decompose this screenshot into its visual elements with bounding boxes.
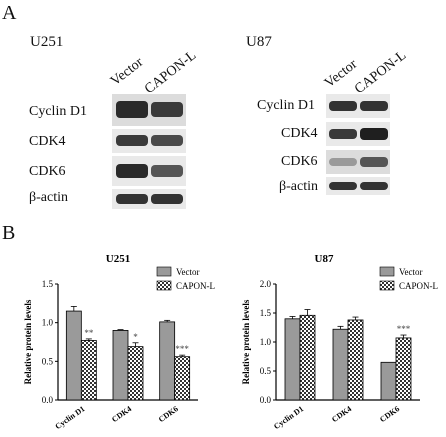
u87-blot-bactin	[326, 177, 390, 195]
band	[329, 158, 357, 166]
significance-label: ***	[397, 324, 411, 334]
significance-label: **	[84, 328, 94, 338]
bar	[127, 346, 144, 401]
chart-title: U87	[315, 253, 334, 265]
legend-label: CAPON-L	[176, 281, 215, 291]
band	[116, 164, 148, 178]
legend-swatch	[379, 280, 395, 291]
y-tick-label: 0.5	[42, 356, 54, 366]
u87-lane-caponl: CAPON-L	[352, 48, 410, 98]
u87-row-cdk4: CDK4	[281, 126, 318, 141]
x-tick-label: Cyclin D1	[53, 404, 86, 431]
y-tick-label: 1.0	[260, 337, 272, 347]
band	[151, 102, 183, 117]
panel-a-label: A	[2, 2, 17, 24]
legend-label: CAPON-L	[399, 281, 438, 291]
band	[116, 135, 148, 146]
x-tick-label: Cyclin D1	[272, 404, 305, 431]
u87-blot-cyclind1	[326, 94, 390, 118]
bar	[65, 310, 82, 401]
legend-swatch	[379, 266, 395, 277]
y-axis-label: Relative protein levels	[241, 299, 251, 384]
x-tick-label: CDK4	[110, 404, 133, 424]
y-tick-label: 0.0	[42, 395, 54, 405]
significance-label: *	[133, 332, 138, 342]
u251-lane-caponl: CAPON-L	[142, 48, 200, 98]
y-tick-label: 0.5	[260, 366, 272, 376]
band	[116, 194, 148, 204]
u87-row-cyclind1: Cyclin D1	[257, 98, 315, 113]
band	[360, 182, 388, 190]
chart-title: U251	[106, 253, 130, 265]
bar	[80, 340, 97, 401]
u87-title: U87	[246, 34, 272, 50]
x-tick-label: CDK6	[378, 404, 401, 424]
band	[151, 194, 183, 204]
bar-charts: U251 0.0 0.5 1.0 1.5 Relative protein levels *…	[23, 253, 438, 431]
bar	[395, 337, 412, 401]
u251-blot-cdk4	[112, 129, 186, 153]
bar	[159, 321, 176, 401]
u251-row-bactin: β-actin	[29, 190, 68, 205]
u251-blot-bactin	[112, 189, 186, 209]
x-tick-label: CDK6	[157, 404, 180, 424]
legend-swatch	[156, 280, 172, 291]
band	[360, 101, 388, 111]
u251-row-cdk6: CDK6	[29, 164, 66, 179]
band	[329, 182, 357, 190]
band	[329, 101, 357, 111]
x-tick-label: CDK4	[330, 404, 353, 424]
legend-label: Vector	[176, 267, 200, 277]
y-tick-label: 1.0	[42, 318, 54, 328]
y-axis-label: Relative protein levels	[23, 299, 33, 384]
significance-label: ***	[175, 344, 189, 354]
bar	[284, 318, 301, 401]
u87-chart: U87 0.0 0.5 1.0 1.5 2.0 Relative protein level…	[241, 253, 438, 431]
y-tick-label: 1.5	[260, 308, 272, 318]
u87-blot-cdk4	[326, 122, 390, 146]
band	[151, 135, 183, 146]
band	[360, 128, 388, 140]
u87-row-bactin: β-actin	[279, 179, 318, 194]
u251-title: U251	[30, 34, 64, 50]
panel-b-label: B	[2, 222, 16, 244]
u87-blot-cdk6	[326, 150, 390, 174]
bar	[332, 328, 349, 401]
u251-blot-cyclind1	[112, 94, 186, 126]
y-tick-label: 0.0	[260, 395, 272, 405]
band	[360, 157, 388, 167]
bar	[174, 356, 191, 401]
u251-chart: U251 0.0 0.5 1.0 1.5 Relative protein levels *…	[23, 253, 215, 431]
u251-row-cyclind1: Cyclin D1	[29, 104, 87, 119]
legend-label: Vector	[399, 267, 423, 277]
legend-swatch	[156, 266, 172, 277]
bar	[299, 314, 316, 401]
bar	[112, 330, 129, 401]
bar	[380, 361, 397, 401]
band	[151, 165, 183, 177]
u251-blot-cdk6	[112, 156, 186, 186]
u87-row-cdk6: CDK6	[281, 154, 318, 169]
bar	[347, 319, 364, 401]
band	[329, 129, 357, 139]
y-tick-label: 2.0	[260, 279, 272, 289]
y-tick-label: 1.5	[42, 279, 54, 289]
u251-row-cdk4: CDK4	[29, 134, 66, 149]
band	[116, 101, 148, 118]
